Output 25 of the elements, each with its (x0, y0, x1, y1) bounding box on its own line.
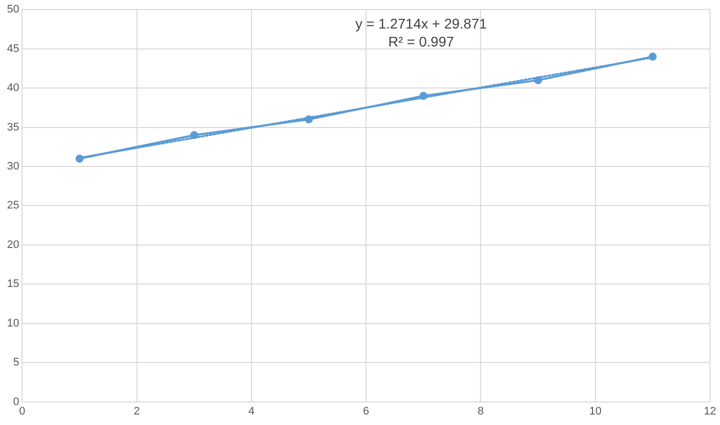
x-tick-label: 10 (589, 405, 602, 418)
annotation: y = 1.2714x + 29.871 (355, 15, 488, 32)
x-tick-label: 4 (248, 405, 255, 418)
y-tick-label: 0 (13, 396, 20, 408)
x-tick-label: 2 (134, 405, 140, 418)
y-tick-label: 35 (6, 121, 20, 134)
x-tick-label: 6 (363, 405, 370, 418)
point (419, 92, 428, 100)
y-tick-label: 10 (6, 317, 20, 330)
y-tick-label: 20 (6, 238, 20, 251)
x-tick-label: 8 (478, 405, 484, 418)
x-tick-label: 12 (704, 405, 716, 418)
point (304, 115, 313, 124)
y-tick-label: 50 (6, 4, 20, 16)
point (534, 76, 542, 84)
point (648, 52, 657, 61)
point (76, 154, 84, 163)
annotation: R² = 0.997 (388, 33, 454, 50)
y-tick-label: 40 (6, 82, 20, 94)
y-tick-label: 25 (6, 200, 20, 212)
y-tick-label: 15 (6, 278, 20, 290)
y-tick-label: 5 (13, 356, 20, 369)
y-tick-label: 45 (6, 42, 20, 55)
y-tick-label: 30 (6, 160, 20, 173)
point (190, 131, 198, 140)
